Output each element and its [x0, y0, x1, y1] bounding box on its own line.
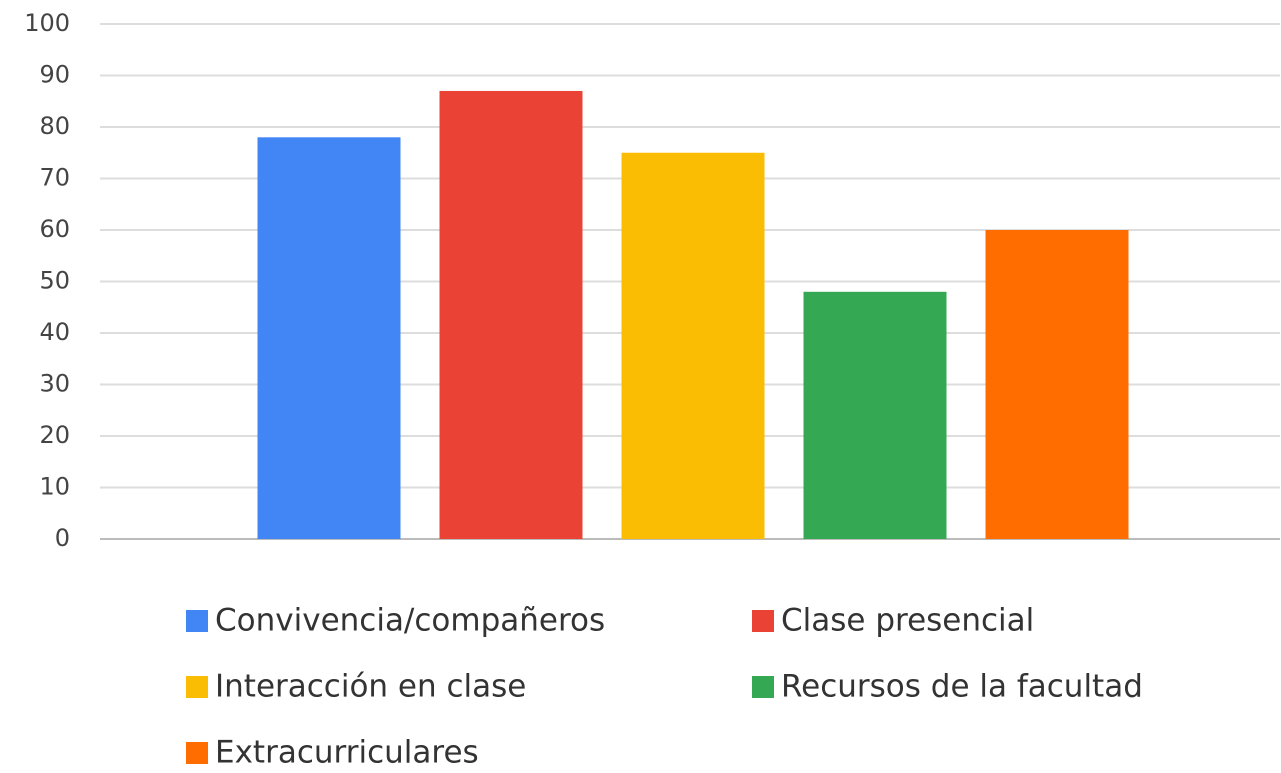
y-tick-label: 10 [39, 473, 70, 501]
legend-swatch [186, 742, 208, 764]
legend-label: Convivencia/compañeros [215, 603, 605, 639]
legend-label: Interacción en clase [215, 669, 526, 705]
legend-label: Recursos de la facultad [781, 669, 1143, 705]
y-tick-label: 0 [55, 524, 70, 552]
y-tick-label: 30 [39, 370, 70, 398]
y-tick-label: 70 [39, 164, 70, 192]
legend-swatch [752, 610, 774, 632]
y-tick-label: 90 [39, 61, 70, 89]
legend-swatch [186, 676, 208, 698]
bar [621, 152, 765, 539]
y-tick-label: 20 [39, 421, 70, 449]
y-tick-label: 60 [39, 215, 70, 243]
bar [439, 90, 583, 539]
legend-swatch [186, 610, 208, 632]
y-tick-label: 50 [39, 267, 70, 295]
y-tick-label: 80 [39, 112, 70, 140]
y-tick-label: 40 [39, 318, 70, 346]
legend-label: Clase presencial [781, 603, 1034, 639]
y-tick-label: 100 [24, 9, 70, 37]
bar [257, 137, 401, 540]
legend-label: Extracurriculares [215, 735, 479, 770]
legend-swatch [752, 676, 774, 698]
bar [985, 230, 1129, 539]
bar [803, 291, 947, 539]
